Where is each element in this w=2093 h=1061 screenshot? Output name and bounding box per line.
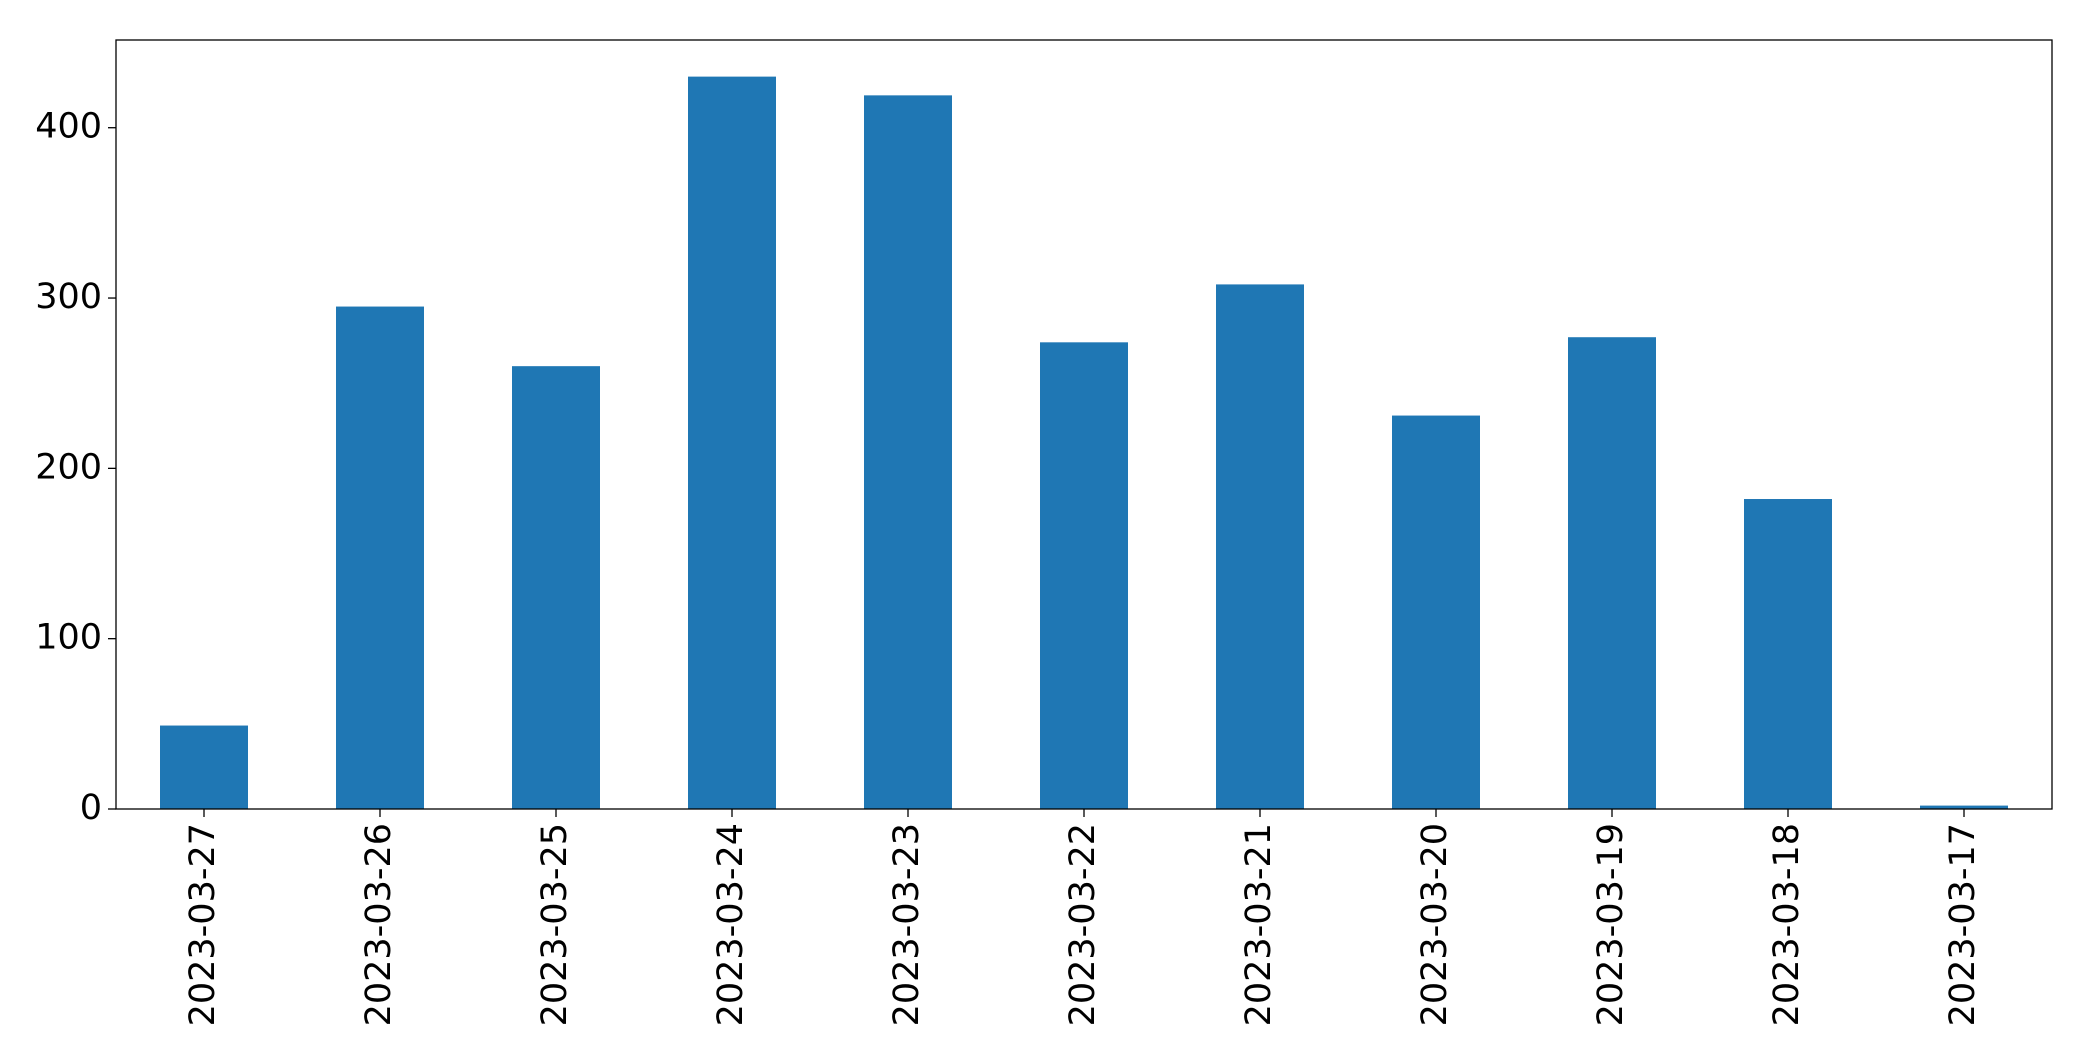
y-tick-label: 100: [35, 618, 102, 658]
bar: [864, 95, 952, 810]
x-tick-label: 2023-03-19: [1591, 823, 1631, 1026]
x-tick-label: 2023-03-23: [887, 823, 927, 1026]
bar: [512, 366, 600, 809]
bar: [1392, 415, 1480, 809]
y-tick-label: 400: [35, 107, 102, 147]
bar: [688, 76, 776, 810]
plot-frame: [115, 39, 2053, 810]
bar: [1568, 337, 1656, 809]
x-tick-label: 2023-03-24: [711, 823, 751, 1026]
bar: [1040, 342, 1128, 809]
bar: [1744, 499, 1832, 809]
y-tick-label: 300: [35, 277, 102, 317]
bar: [336, 306, 424, 809]
x-tick-label: 2023-03-26: [359, 823, 399, 1026]
bar: [1216, 284, 1304, 809]
bar: [160, 725, 248, 809]
x-tick-label: 2023-03-18: [1767, 823, 1807, 1026]
x-tick-label: 2023-03-20: [1415, 823, 1455, 1026]
x-tick-label: 2023-03-21: [1239, 823, 1279, 1026]
x-tick-label: 2023-03-22: [1063, 823, 1103, 1026]
y-tick-label: 0: [80, 788, 102, 828]
x-tick-label: 2023-03-27: [183, 823, 223, 1026]
x-tick-label: 2023-03-17: [1943, 823, 1983, 1026]
x-tick-label: 2023-03-25: [535, 823, 575, 1026]
bar: [1920, 805, 2008, 809]
y-tick-label: 200: [35, 447, 102, 487]
